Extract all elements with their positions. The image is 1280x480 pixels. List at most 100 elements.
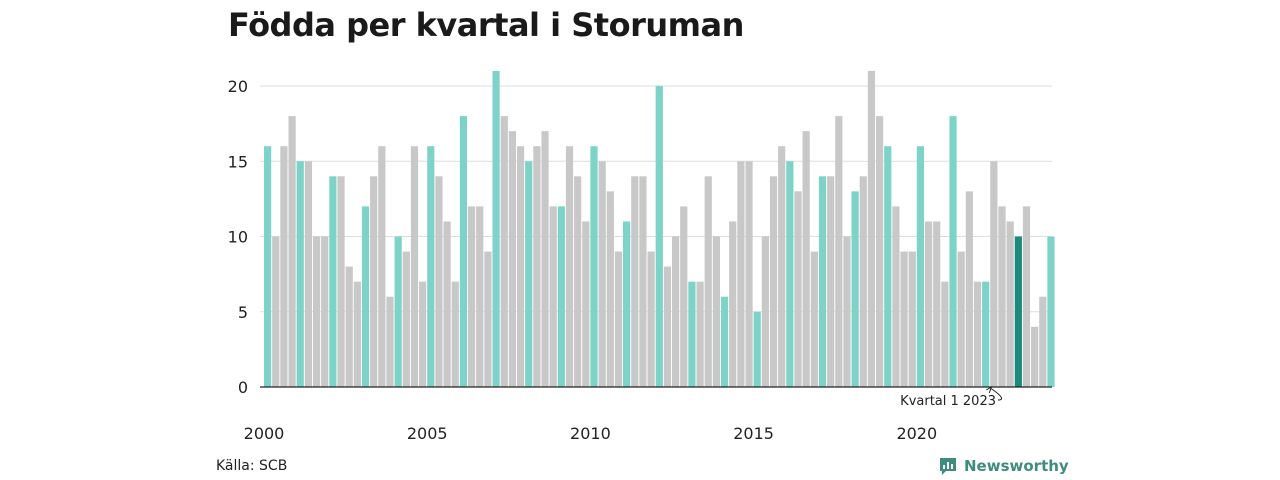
y-tick-label: 20 xyxy=(228,77,248,96)
bar xyxy=(663,266,672,387)
bar xyxy=(745,161,753,387)
bar xyxy=(476,206,484,387)
bar xyxy=(337,176,345,387)
y-tick-label: 10 xyxy=(228,228,248,247)
bar xyxy=(761,236,769,387)
bar-chart: 0 5 10 15 20 2000 2005 2010 2015 2020 Kvartal 1 … xyxy=(228,70,1055,443)
chart-title: Födda per kvartal i Storuman xyxy=(228,6,744,44)
bar xyxy=(908,251,916,387)
bar xyxy=(565,146,574,387)
bar xyxy=(696,281,704,387)
bar xyxy=(990,161,998,387)
bar xyxy=(525,161,533,387)
newsworthy-logo-icon xyxy=(940,458,956,475)
bar xyxy=(272,236,280,387)
x-tick-label: 2005 xyxy=(407,424,448,443)
bar xyxy=(541,131,549,387)
bar xyxy=(484,251,492,387)
bar xyxy=(916,146,924,387)
bar xyxy=(410,146,419,387)
bar xyxy=(329,176,337,387)
y-axis-labels: 0 5 10 15 20 xyxy=(228,77,248,397)
bar xyxy=(590,146,598,387)
bar xyxy=(1006,221,1014,387)
bar xyxy=(720,296,729,387)
bar xyxy=(468,206,476,387)
bar xyxy=(639,176,647,387)
bar xyxy=(680,206,688,387)
bar xyxy=(704,176,712,387)
bar xyxy=(1014,236,1022,387)
annotation: Kvartal 1 2023 xyxy=(900,385,1003,409)
bar xyxy=(1047,236,1055,387)
bar xyxy=(769,176,778,387)
y-tick-label: 5 xyxy=(238,303,248,322)
bar xyxy=(459,116,468,387)
bar xyxy=(655,86,663,387)
bar xyxy=(394,236,402,387)
bar xyxy=(345,266,353,387)
bar xyxy=(933,221,941,387)
bar xyxy=(851,191,859,387)
y-tick-label: 15 xyxy=(228,152,248,171)
bar xyxy=(435,176,443,387)
bar xyxy=(451,281,459,387)
bar xyxy=(574,176,582,387)
bar xyxy=(631,176,639,387)
bar xyxy=(778,146,786,387)
bar xyxy=(835,116,843,387)
bar xyxy=(582,221,590,387)
bar xyxy=(419,281,427,387)
bar xyxy=(712,236,720,387)
bar xyxy=(353,281,361,387)
bar xyxy=(304,161,312,387)
bar xyxy=(884,146,892,387)
bar xyxy=(492,70,500,387)
bar xyxy=(1022,206,1031,387)
brand-name: Newsworthy xyxy=(964,457,1069,475)
bar xyxy=(443,221,451,387)
bar xyxy=(427,146,435,387)
annotation-label: Kvartal 1 2023 xyxy=(900,394,996,409)
bar xyxy=(818,176,827,387)
bar xyxy=(647,251,655,387)
x-axis-labels: 2000 2005 2010 2015 2020 xyxy=(244,424,938,443)
x-tick-label: 2010 xyxy=(570,424,611,443)
bar xyxy=(614,251,623,387)
bar xyxy=(264,146,272,387)
bar xyxy=(867,70,876,387)
bar xyxy=(549,206,557,387)
source-label: Källa: SCB xyxy=(216,458,288,474)
bar xyxy=(378,146,386,387)
bar xyxy=(924,221,933,387)
bar xyxy=(729,221,737,387)
bar xyxy=(606,191,614,387)
bar xyxy=(296,161,304,387)
bar xyxy=(900,251,908,387)
bar xyxy=(402,251,410,387)
bar xyxy=(508,131,516,387)
bars xyxy=(264,70,1055,387)
bar xyxy=(361,206,370,387)
bar xyxy=(598,161,606,387)
bar xyxy=(623,221,631,387)
bar xyxy=(859,176,867,387)
bar xyxy=(876,116,884,387)
bar xyxy=(280,146,288,387)
bar xyxy=(370,176,378,387)
annotation-arrow xyxy=(986,385,1003,401)
bar xyxy=(753,311,761,387)
bar xyxy=(1039,296,1047,387)
bar xyxy=(949,116,957,387)
bar xyxy=(843,236,851,387)
bar xyxy=(794,191,802,387)
bar xyxy=(827,176,835,387)
bar xyxy=(533,146,541,387)
bar xyxy=(941,281,949,387)
brand-logo[interactable]: Newsworthy xyxy=(938,456,1069,476)
bar xyxy=(892,206,900,387)
bar xyxy=(672,236,680,387)
bar xyxy=(1031,326,1039,387)
bar xyxy=(688,281,696,387)
bar xyxy=(810,251,818,387)
